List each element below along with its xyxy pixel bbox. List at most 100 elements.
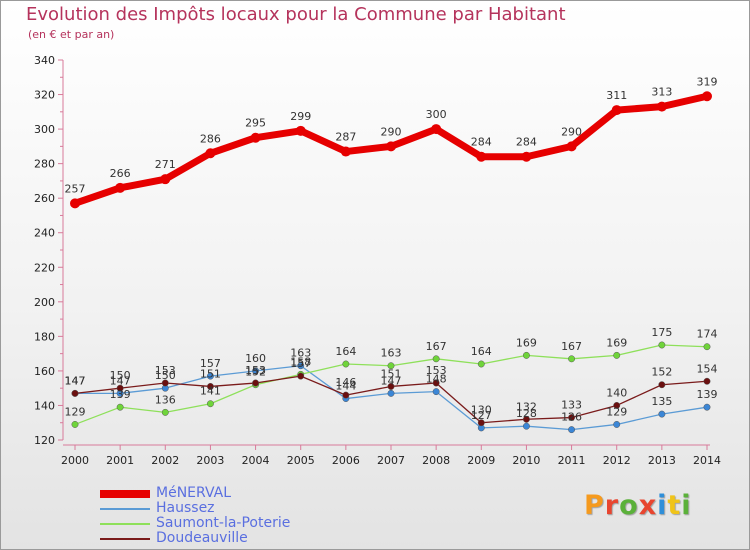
data-label: 311 <box>606 89 627 102</box>
data-point <box>703 343 711 351</box>
data-point <box>206 400 214 408</box>
y-tick-label: 120 <box>34 434 55 447</box>
legend-label: Doudeauville <box>156 530 248 546</box>
data-label: 130 <box>471 404 492 417</box>
data-label: 163 <box>290 347 311 360</box>
data-point <box>613 351 621 359</box>
data-label: 153 <box>245 364 266 377</box>
data-point <box>432 388 440 396</box>
data-point <box>297 362 305 370</box>
data-point <box>206 383 214 390</box>
data-label: 150 <box>155 369 176 382</box>
data-label: 139 <box>110 388 131 401</box>
x-tick-label: 2007 <box>377 454 405 467</box>
data-point <box>205 148 216 159</box>
data-label: 167 <box>561 340 582 353</box>
data-point <box>522 351 530 359</box>
data-label: 169 <box>606 336 627 349</box>
data-label: 147 <box>110 374 131 387</box>
data-label: 295 <box>245 117 266 130</box>
y-tick-label: 160 <box>34 365 55 378</box>
logo-letter: i <box>681 490 692 521</box>
data-label: 126 <box>561 411 582 424</box>
data-point <box>703 377 711 385</box>
data-point <box>568 355 576 363</box>
data-label: 132 <box>516 400 537 413</box>
data-label: 153 <box>426 364 447 377</box>
data-label: 167 <box>426 340 447 353</box>
chart-subtitle: (en € et par an) <box>28 28 115 41</box>
data-label: 128 <box>516 407 537 420</box>
x-tick-label: 2014 <box>693 454 721 467</box>
logo-letter: i <box>657 490 668 521</box>
logo-letter: t <box>667 490 682 521</box>
data-point <box>386 141 396 152</box>
legend-label: MéNERVAL <box>156 485 232 501</box>
data-label: 136 <box>155 393 176 406</box>
data-point <box>160 174 171 185</box>
data-label: 146 <box>335 376 356 389</box>
y-tick-label: 280 <box>34 158 55 171</box>
data-point <box>342 391 350 399</box>
data-label: 157 <box>290 357 311 370</box>
logo-letter: o <box>619 490 639 521</box>
data-label: 313 <box>651 86 672 99</box>
data-label: 152 <box>245 366 266 379</box>
logo-letter: P <box>584 490 605 521</box>
data-point <box>568 426 576 434</box>
x-tick-label: 2005 <box>287 454 315 467</box>
data-label: 284 <box>471 136 492 149</box>
data-point <box>658 410 666 418</box>
data-point <box>115 182 126 193</box>
data-point <box>658 381 666 389</box>
data-label: 164 <box>471 345 492 358</box>
data-label: 164 <box>335 345 356 358</box>
data-point <box>116 403 124 411</box>
data-point <box>387 389 395 397</box>
data-point <box>161 408 169 416</box>
data-label: 300 <box>426 108 447 121</box>
x-tick-label: 2004 <box>242 454 270 467</box>
data-point <box>568 414 576 421</box>
legend-label: Saumont-la-Poterie <box>156 515 291 531</box>
y-tick-label: 260 <box>34 192 55 205</box>
data-label: 266 <box>110 167 131 180</box>
data-label: 152 <box>651 366 672 379</box>
data-point <box>295 125 306 136</box>
data-label: 257 <box>65 182 86 195</box>
data-label: 127 <box>471 409 492 422</box>
legend-swatch <box>100 489 150 498</box>
data-label: 151 <box>200 367 221 380</box>
data-label: 148 <box>426 373 447 386</box>
y-tick-label: 140 <box>34 399 55 412</box>
data-point <box>613 402 621 409</box>
data-point <box>340 146 351 157</box>
data-label: 175 <box>651 326 672 339</box>
legend-item: Doudeauville <box>100 531 290 546</box>
x-tick-label: 2006 <box>332 454 360 467</box>
data-point <box>387 362 395 370</box>
y-tick-label: 200 <box>34 296 55 309</box>
data-label: 284 <box>516 136 537 149</box>
data-point <box>566 141 577 152</box>
data-label: 133 <box>561 399 582 412</box>
logo-letter: r <box>604 490 620 521</box>
data-label: 271 <box>155 158 176 171</box>
data-point <box>477 419 485 427</box>
legend-item: Haussez <box>100 501 290 516</box>
data-label: 129 <box>65 405 86 418</box>
y-tick-label: 180 <box>34 330 55 343</box>
data-point <box>432 379 440 387</box>
proxiti-logo: Proxiti <box>584 490 692 521</box>
legend-label: Haussez <box>156 500 215 516</box>
x-tick-label: 2003 <box>196 454 224 467</box>
y-tick-label: 320 <box>34 89 55 102</box>
legend-swatch <box>100 507 150 510</box>
data-point <box>387 383 395 390</box>
data-point <box>703 403 711 411</box>
data-point <box>71 389 79 397</box>
data-label: 129 <box>606 405 627 418</box>
data-label: 147 <box>381 374 402 387</box>
